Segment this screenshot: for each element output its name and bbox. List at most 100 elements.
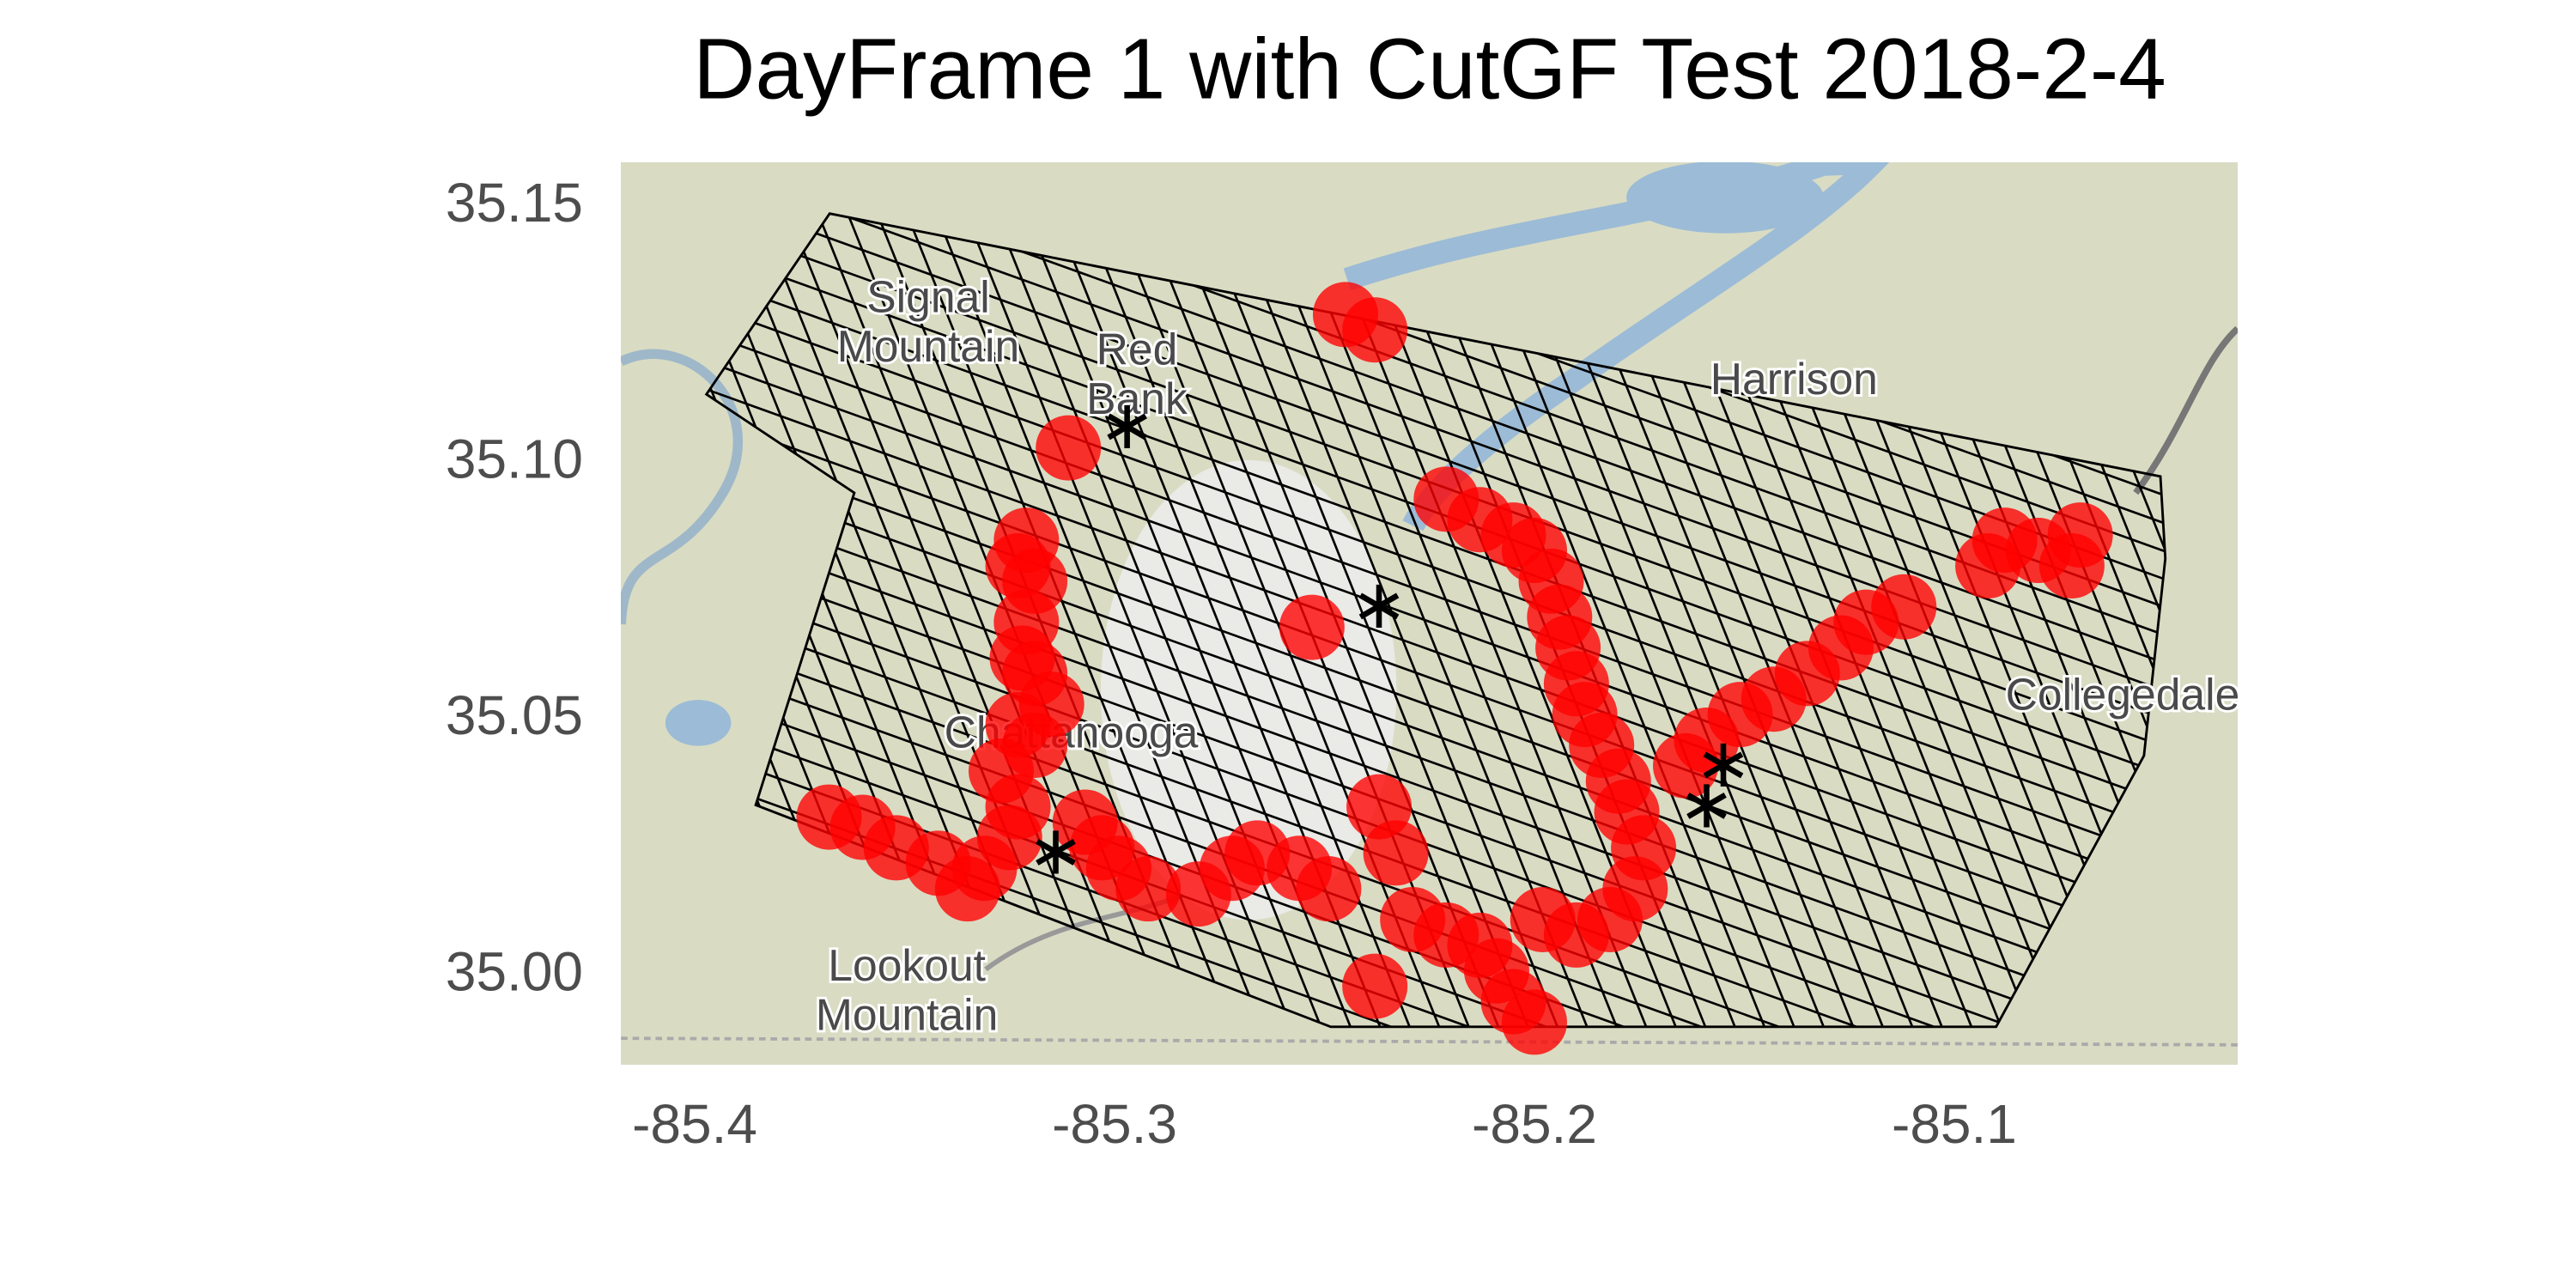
- data-layer: ∗∗∗∗∗: [796, 282, 2113, 1055]
- grid-cell-line: [706, 331, 2166, 925]
- grid-cell-line: [2189, 164, 2550, 1067]
- grid-cell-line: [178, 164, 539, 1067]
- point: [1279, 594, 1345, 660]
- point: [1115, 856, 1182, 922]
- grid-cell-line: [88, 164, 450, 1067]
- grid-cell-line: [624, 1086, 2267, 1288]
- point: [1342, 953, 1408, 1019]
- chart-title: DayFrame 1 with CutGF Test 2018-2-4: [693, 21, 2166, 117]
- grid-cell-line: [624, 1254, 2267, 1288]
- grid-cell-line: [624, 1142, 2267, 1288]
- grid-cell-line: [0, 164, 302, 1067]
- grid-cell-line: [2573, 164, 2576, 1067]
- point: [1036, 415, 1102, 481]
- border: [621, 1036, 2238, 1047]
- grid-cell-line: [624, 1114, 2267, 1288]
- map-label: Collegedale: [2006, 670, 2240, 720]
- point: [1510, 887, 1576, 953]
- grid-cell-line: [2513, 164, 2576, 1067]
- grid-cell-line: [237, 164, 598, 1067]
- grid-cell-line: [624, 1225, 2267, 1288]
- road: [2133, 325, 2238, 495]
- grid-outline: [704, 212, 2167, 1029]
- river: [1343, 162, 1890, 532]
- grid-cell-line: [0, 164, 361, 1067]
- grid-cell-line: [2484, 164, 2576, 1067]
- grid-cell-line: [1063, 213, 1427, 1027]
- y-tick-label: 35.05: [446, 684, 583, 746]
- star-marker: ∗: [1695, 725, 1753, 801]
- grid-cell-line: [0, 164, 184, 1067]
- grid-cell-line: [2425, 164, 2576, 1067]
- grid-cell-line: [0, 164, 273, 1067]
- grid-cell-line: [0, 164, 155, 1067]
- grid-cell-line: [1004, 213, 1369, 1027]
- point: [2038, 532, 2105, 598]
- grid-cell-line: [624, 1170, 2267, 1288]
- grid-cell-line: [706, 498, 2166, 1027]
- x-tick-label: -85.2: [1472, 1093, 1597, 1155]
- x-tick-label: -85.3: [1052, 1093, 1177, 1155]
- grid-cell-line: [706, 358, 2166, 953]
- point: [1480, 969, 1546, 1035]
- point: [1871, 574, 1937, 640]
- grid-cell-line: [768, 213, 1132, 1027]
- point: [1296, 856, 1362, 922]
- grid-cell-line: [624, 1281, 2267, 1288]
- grid-cell-line: [29, 164, 391, 1067]
- river: [621, 349, 744, 625]
- grid-cell-line: [706, 414, 2166, 1009]
- grid-cell-line: [2247, 164, 2576, 1067]
- map-label: Signal Mountain: [837, 272, 1019, 371]
- grid-cell-line: [945, 213, 1309, 1027]
- lake: [665, 700, 732, 746]
- point: [796, 784, 862, 850]
- grid-cell-line: [148, 164, 509, 1067]
- map-label: Red Bank: [1086, 325, 1188, 423]
- map-label: Harrison: [1710, 354, 1878, 404]
- point: [1342, 297, 1408, 363]
- urban-area: [1100, 459, 1397, 920]
- grid-cell-line: [706, 581, 2166, 1027]
- grid-cell-line: [624, 1030, 2267, 1288]
- star-marker: ∗: [1098, 386, 1156, 463]
- grid-cell-line: [706, 470, 2166, 1027]
- grid-cell-line: [0, 164, 331, 1067]
- map-labels: Signal Mountain Red Bank HarrisonChattanooga…: [813, 270, 2240, 1042]
- grid-cell-line: [2306, 164, 2576, 1067]
- grid-cell-line: [2218, 164, 2576, 1067]
- star-marker: ∗: [1351, 566, 1408, 642]
- x-tick-label: -85.1: [1892, 1093, 2017, 1155]
- x-tick-label: -85.4: [632, 1093, 757, 1155]
- grid-cell-line: [2543, 164, 2576, 1067]
- grid-cell-line: [797, 213, 1162, 1027]
- grid-cell-line: [2396, 164, 2576, 1067]
- grid-cell-line: [0, 164, 214, 1067]
- grid-cell-line: [706, 246, 2166, 841]
- grid-cell-line: [2277, 164, 2576, 1067]
- grid-cell-line: [266, 164, 628, 1067]
- grid-cell-line: [975, 213, 1339, 1027]
- grid-cell-line: [2366, 164, 2576, 1067]
- star-marker: ∗: [1678, 766, 1735, 842]
- y-tick-label: 35.15: [446, 172, 583, 234]
- star-marker: ∗: [1027, 811, 1084, 888]
- grid-cell-line: [295, 164, 657, 1067]
- grid-cell-line: [0, 164, 66, 1067]
- y-tick-label: 35.00: [446, 941, 583, 1003]
- grid-cell-line: [706, 213, 2166, 702]
- grid-cell-line: [0, 164, 243, 1067]
- grid-cell-line: [624, 1058, 2267, 1288]
- grid-cell-line: [624, 0, 2267, 2]
- grid-cell-line: [706, 694, 2166, 1027]
- y-tick-label: 35.10: [446, 428, 583, 489]
- grid-cell-line: [118, 164, 480, 1067]
- grid-cell-line: [706, 213, 2166, 729]
- grid-cell-line: [207, 164, 568, 1067]
- point: [1363, 820, 1429, 886]
- grid-cell-line: [2454, 164, 2576, 1067]
- grid-cell-line: [59, 164, 421, 1067]
- grid-cell-line: [0, 164, 125, 1067]
- grid-cell-line: [706, 554, 2166, 1027]
